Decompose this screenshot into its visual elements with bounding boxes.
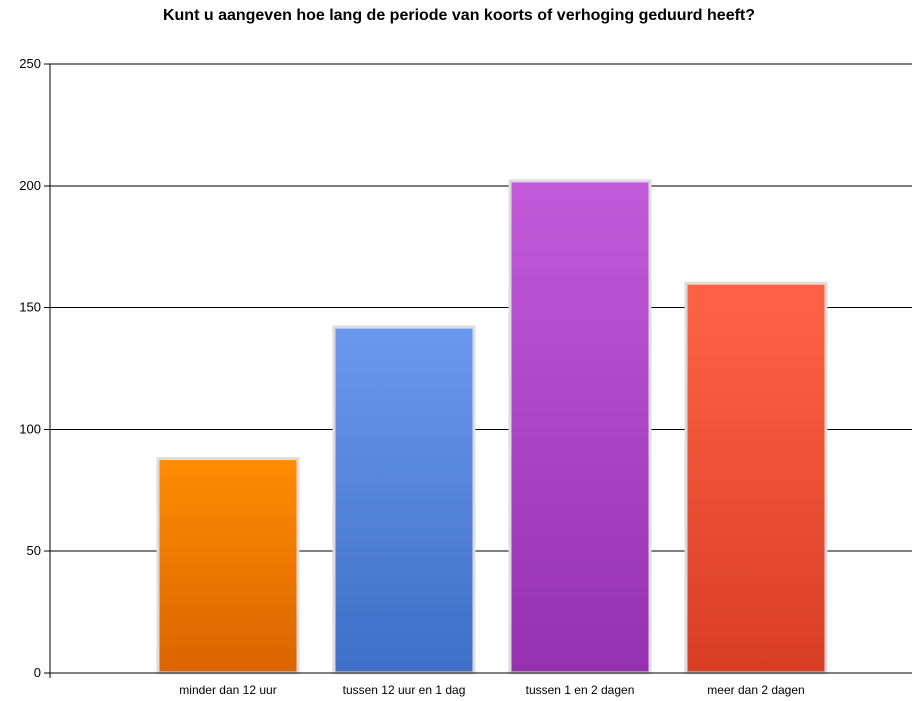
x-tick-label: tussen 1 en 2 dagen — [526, 683, 635, 697]
chart-title: Kunt u aangeven hoe lang de periode van … — [162, 7, 756, 24]
x-tick-label: minder dan 12 uur — [179, 683, 276, 697]
y-tick-label: 150 — [19, 300, 41, 315]
y-tick-label: 250 — [19, 56, 41, 71]
y-tick-label: 200 — [19, 178, 41, 193]
x-tick-label: meer dan 2 dagen — [707, 683, 804, 697]
y-tick-label: 100 — [19, 421, 41, 436]
x-tick-label: tussen 12 uur en 1 dag — [343, 683, 466, 697]
bar — [156, 457, 300, 675]
bar — [332, 325, 476, 675]
bar — [508, 179, 652, 675]
bar — [684, 281, 828, 675]
y-tick-label: 0 — [34, 665, 41, 680]
y-tick-label: 50 — [27, 543, 41, 558]
